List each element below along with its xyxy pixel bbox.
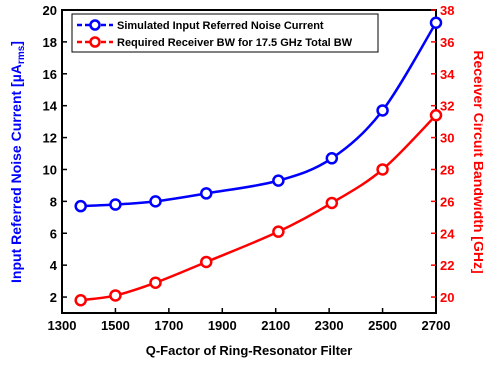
- x-axis-title: Q-Factor of Ring-Resonator Filter: [146, 343, 353, 358]
- x-tick-label: 2500: [368, 318, 397, 333]
- data-point-noise: [429, 16, 443, 30]
- left-tick-label: 20: [43, 3, 57, 18]
- right-tick-label: 38: [440, 3, 454, 18]
- left-tick-label: 18: [43, 35, 57, 50]
- data-point-noise: [272, 174, 285, 187]
- x-tick-label: 1700: [154, 318, 183, 333]
- data-point-noise: [200, 187, 213, 200]
- data-point-noise: [376, 104, 389, 117]
- left-axis-title: Input Referred Noise Current [µArms]: [8, 41, 27, 283]
- x-tick-label: 1500: [101, 318, 130, 333]
- right-tick-label: 32: [440, 99, 454, 114]
- data-point-bandwidth: [272, 225, 285, 238]
- right-tick-label: 34: [440, 67, 455, 82]
- legend: Simulated Input Referred Noise Current R…: [71, 13, 379, 53]
- right-tick-label: 30: [440, 131, 454, 146]
- left-tick-label: 12: [43, 131, 57, 146]
- legend-marker-noise: [89, 19, 101, 31]
- left-tick-label: 16: [43, 67, 57, 82]
- data-point-bandwidth: [429, 109, 443, 122]
- left-tick-label: 8: [50, 194, 57, 209]
- plot-frame: [61, 9, 437, 314]
- right-tick-label: 28: [440, 162, 454, 177]
- left-tick-label: 14: [43, 99, 58, 114]
- data-point-bandwidth: [74, 293, 87, 307]
- legend-entry-bandwidth: Required Receiver BW for 17.5 GHz Total …: [77, 36, 353, 49]
- x-tick-label: 2300: [315, 318, 344, 333]
- data-point-bandwidth: [109, 289, 122, 302]
- left-tick-label: 6: [50, 226, 57, 241]
- data-point-bandwidth: [376, 163, 389, 176]
- data-point-bandwidth: [149, 276, 162, 289]
- legend-marker-bandwidth: [89, 36, 101, 48]
- right-tick-label: 26: [440, 194, 454, 209]
- legend-box: [71, 13, 379, 53]
- left-tick-label: 2: [50, 290, 57, 305]
- data-point-noise: [149, 195, 162, 208]
- data-point-noise: [74, 199, 87, 213]
- right-tick-label: 36: [440, 35, 454, 50]
- data-point-noise: [109, 198, 122, 211]
- legend-label-bandwidth: Required Receiver BW for 17.5 GHz Total …: [117, 37, 353, 49]
- x-tick-label: 1300: [48, 318, 77, 333]
- data-point-bandwidth: [200, 255, 213, 269]
- right-tick-label: 20: [440, 290, 454, 305]
- data-point-bandwidth: [325, 196, 339, 210]
- series-line-bandwidth: [80, 114, 437, 302]
- legend-label-noise: Simulated Input Referred Noise Current: [117, 20, 324, 32]
- left-tick-label: 10: [43, 162, 57, 177]
- left-tick-label: 4: [50, 258, 58, 273]
- right-tick-label: 22: [440, 258, 454, 273]
- x-tick-label: 1900: [208, 318, 237, 333]
- right-tick-label: 24: [440, 226, 455, 241]
- legend-entry-noise: Simulated Input Referred Noise Current: [77, 19, 324, 32]
- x-tick-label: 2700: [422, 318, 451, 333]
- right-axis-title: Receiver Circuit Bandwidth [GHz]: [471, 50, 483, 273]
- x-tick-label: 2100: [261, 318, 290, 333]
- data-point-noise: [325, 152, 339, 165]
